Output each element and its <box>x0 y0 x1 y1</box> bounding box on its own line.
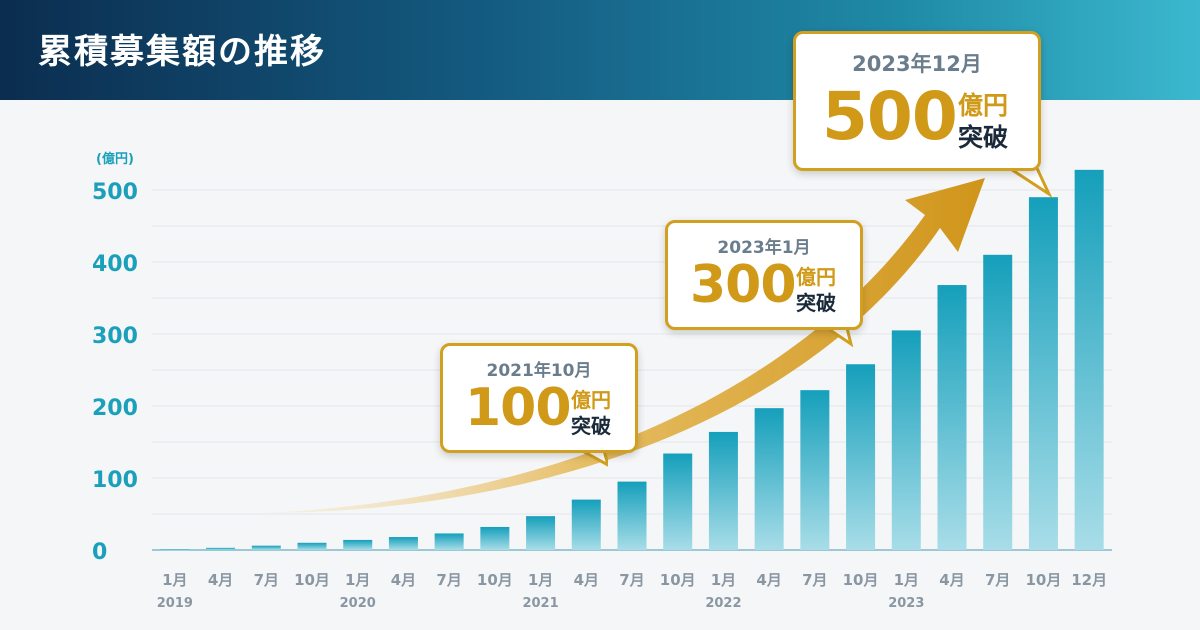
bar <box>1028 197 1058 550</box>
x-tick-label: 7月 <box>802 571 827 589</box>
x-tick-label: 12月 <box>1071 571 1107 589</box>
y-axis-label: (億円) <box>96 151 134 167</box>
x-year-label: 2022 <box>705 596 741 611</box>
y-tick-label: 200 <box>92 396 138 421</box>
bar <box>800 390 830 550</box>
y-tick-label: 500 <box>92 180 138 205</box>
bar <box>526 516 556 550</box>
bar <box>160 549 190 551</box>
callout-suffix: 突破 <box>958 123 1009 152</box>
x-tick-label: 10月 <box>477 571 513 589</box>
callout-unit: 億円 <box>958 91 1009 120</box>
callout-date: 2023年1月 <box>717 238 811 258</box>
x-tick-label: 10月 <box>843 571 879 589</box>
callout-date: 2021年10月 <box>486 361 592 381</box>
x-year-label: 2020 <box>340 596 376 611</box>
callout-value: 300 <box>690 255 797 315</box>
bar <box>571 499 601 550</box>
x-tick-label: 1月 <box>162 571 187 589</box>
x-year-label: 2019 <box>157 596 193 611</box>
bar <box>754 408 784 550</box>
bar <box>663 453 693 550</box>
x-tick-label: 4月 <box>939 571 964 589</box>
y-tick-label: 100 <box>92 468 138 493</box>
callout-500: 2023年12月 500 億円 突破 <box>793 31 1053 198</box>
x-tick-label: 1月 <box>894 571 919 589</box>
y-tick-label: 300 <box>92 324 138 349</box>
x-tick-label: 7月 <box>619 571 644 589</box>
x-tick-label: 1月 <box>711 571 736 589</box>
bar <box>846 364 876 550</box>
callout-100: 2021年10月 100 億円 突破 <box>440 343 638 467</box>
bar <box>343 539 373 550</box>
y-tick-label: 400 <box>92 252 138 277</box>
bar <box>937 285 967 550</box>
callout-unit: 億円 <box>796 265 836 289</box>
x-tick-label: 1月 <box>345 571 370 589</box>
bar <box>983 254 1013 551</box>
bar <box>617 481 647 550</box>
bar <box>434 533 464 550</box>
x-tick-label: 4月 <box>208 571 233 589</box>
x-year-label: 2021 <box>522 596 558 611</box>
callout-suffix: 突破 <box>796 291 836 315</box>
bar <box>1074 169 1104 550</box>
bar <box>251 545 281 550</box>
x-tick-label: 7月 <box>254 571 279 589</box>
x-tick-label: 4月 <box>574 571 599 589</box>
x-tick-label: 7月 <box>985 571 1010 589</box>
chart-title: 累積募集額の推移 <box>38 32 326 72</box>
callout-value: 500 <box>822 78 958 155</box>
bar <box>891 330 921 550</box>
x-year-label: 2023 <box>888 596 924 611</box>
bar <box>480 526 510 550</box>
x-tick-label: 10月 <box>294 571 330 589</box>
x-tick-label: 10月 <box>660 571 696 589</box>
x-tick-label: 4月 <box>391 571 416 589</box>
x-tick-label: 4月 <box>756 571 781 589</box>
x-tick-label: 7月 <box>436 571 461 589</box>
bar <box>708 431 738 550</box>
callout-suffix: 突破 <box>571 414 611 438</box>
bar <box>206 547 236 550</box>
callout-unit: 億円 <box>571 388 611 412</box>
callout-date: 2023年12月 <box>852 52 982 76</box>
callout-300: 2023年1月 300 億円 突破 <box>665 220 863 348</box>
callout-value: 100 <box>465 378 572 438</box>
bar <box>297 542 327 550</box>
x-tick-label: 1月 <box>528 571 553 589</box>
y-tick-label: 0 <box>92 540 107 565</box>
x-tick-label: 10月 <box>1025 571 1061 589</box>
bar <box>388 537 418 550</box>
